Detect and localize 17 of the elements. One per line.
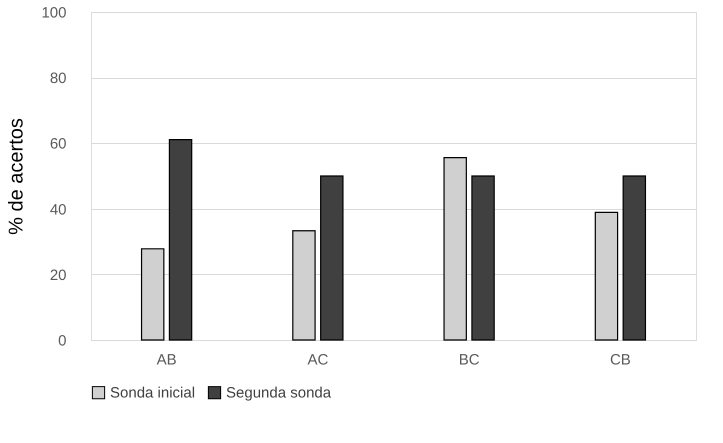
y-tick-label: 20 xyxy=(50,266,66,284)
bar xyxy=(471,175,495,341)
bar xyxy=(168,138,192,341)
bar xyxy=(622,175,646,341)
y-tick-label: 0 xyxy=(58,332,66,350)
y-tick-label: 80 xyxy=(50,70,66,88)
y-tick-label: 40 xyxy=(50,201,66,218)
x-tick-label: CB xyxy=(610,352,631,368)
x-tick-label: BC xyxy=(458,352,480,368)
y-tick-label: 100 xyxy=(41,4,66,22)
x-tick-label: AB xyxy=(156,352,177,368)
x-tick-label: AC xyxy=(307,352,328,368)
legend-label: Sonda inicial xyxy=(110,384,196,402)
legend-label: Segunda sonda xyxy=(226,384,332,402)
y-tick-label: 60 xyxy=(50,136,66,153)
bar xyxy=(320,175,344,341)
y-axis-title: % de acertos xyxy=(5,118,28,235)
